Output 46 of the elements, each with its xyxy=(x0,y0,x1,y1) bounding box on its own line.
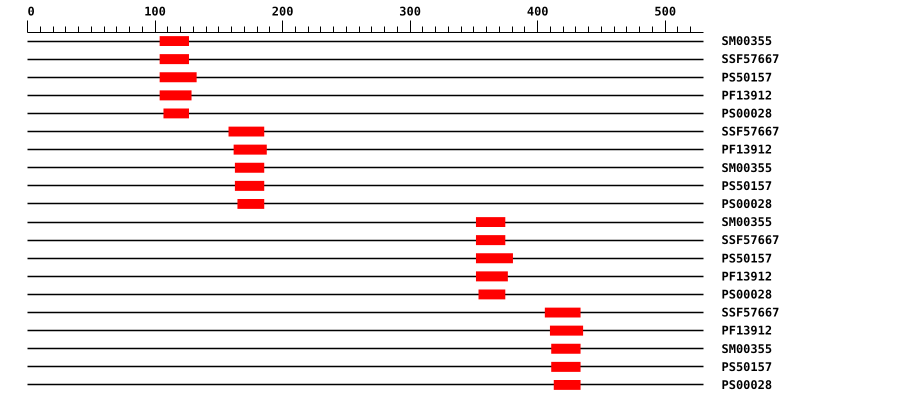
x-tick-label: 400 xyxy=(526,4,549,18)
x-tick-label: 0 xyxy=(28,4,35,18)
bar xyxy=(234,162,264,173)
bar xyxy=(163,108,189,118)
y-tick-label: PS00028 xyxy=(722,378,772,392)
bar xyxy=(476,217,506,228)
bar xyxy=(476,271,508,282)
y-tick-label: PS00028 xyxy=(722,287,772,302)
bar xyxy=(160,36,189,46)
bar xyxy=(478,289,506,300)
bar xyxy=(476,235,506,246)
bar xyxy=(160,72,197,82)
x-tick-label: 200 xyxy=(272,4,294,18)
y-tick-label: PS50157 xyxy=(722,70,772,84)
bar xyxy=(237,198,264,209)
bar xyxy=(554,380,581,390)
y-tick-label: SSF57667 xyxy=(722,306,780,320)
bar xyxy=(551,362,581,372)
x-tick-label: 500 xyxy=(654,4,676,18)
y-tick-label: SM00355 xyxy=(722,34,772,48)
y-tick-label: SM00355 xyxy=(722,160,772,175)
bar xyxy=(544,308,581,318)
x-tick-label: 100 xyxy=(144,4,166,18)
y-tick-label: PS50157 xyxy=(722,360,772,374)
x-tick-label: 300 xyxy=(399,4,421,18)
bar xyxy=(550,326,584,336)
y-tick-label: SSF57667 xyxy=(722,52,780,66)
y-tick-label: SSF57667 xyxy=(722,124,780,139)
bar xyxy=(234,144,267,155)
y-tick-label: PS50157 xyxy=(722,178,772,193)
y-tick-label: SSF57667 xyxy=(722,233,780,248)
bar xyxy=(160,54,189,64)
y-tick-label: SM00355 xyxy=(722,215,772,230)
y-tick-label: PS00028 xyxy=(722,196,772,211)
y-tick-label: PF13912 xyxy=(722,269,772,284)
bar xyxy=(228,126,264,137)
y-tick-label: SM00355 xyxy=(722,342,772,356)
bar xyxy=(551,344,581,354)
y-tick-label: PF13912 xyxy=(722,324,772,338)
y-tick-label: PS00028 xyxy=(722,106,772,120)
y-tick-label: PF13912 xyxy=(722,142,772,157)
y-tick-label: PS50157 xyxy=(722,251,772,266)
bar xyxy=(160,90,192,100)
bar xyxy=(476,253,513,264)
y-tick-label: PF13912 xyxy=(722,88,772,102)
bar xyxy=(234,180,264,191)
